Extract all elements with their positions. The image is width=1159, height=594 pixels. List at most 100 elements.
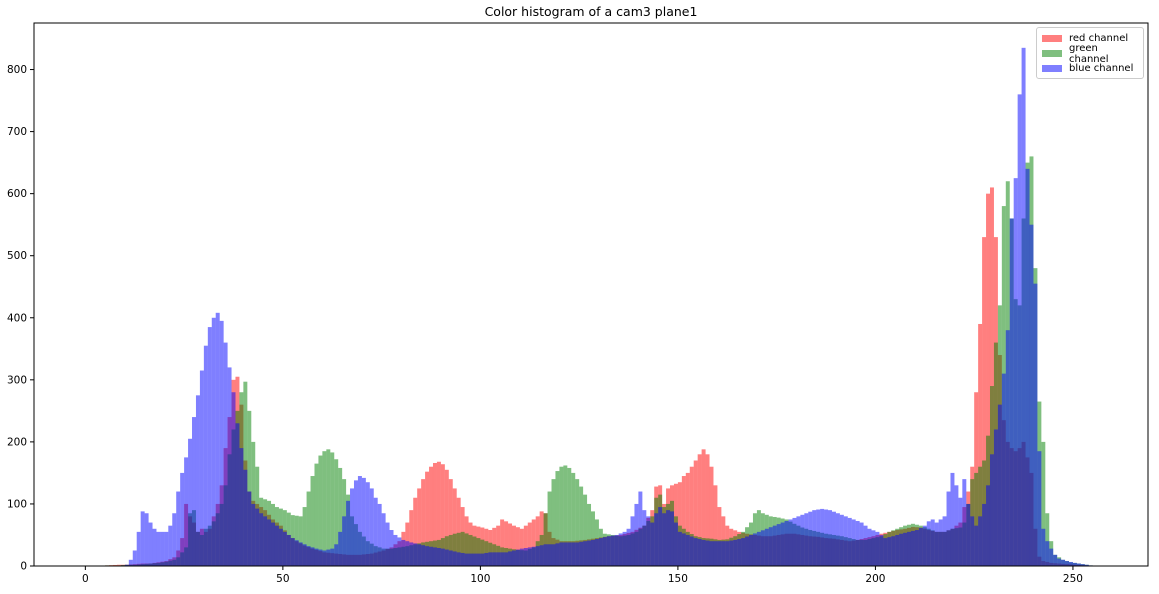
histogram-bar bbox=[990, 454, 994, 566]
histogram-bar bbox=[555, 543, 559, 566]
histogram-bar bbox=[781, 523, 785, 566]
histogram-bar bbox=[903, 533, 907, 566]
histogram-bar bbox=[330, 549, 334, 566]
histogram-bar bbox=[634, 504, 638, 566]
histogram-bar bbox=[871, 530, 875, 566]
histogram-bar bbox=[844, 516, 848, 566]
histogram-bar bbox=[615, 535, 619, 566]
y-tick-label: 400 bbox=[7, 312, 27, 324]
histogram-bar bbox=[247, 492, 251, 566]
histogram-bar bbox=[433, 547, 437, 566]
histogram-bar bbox=[567, 542, 571, 566]
histogram-bar bbox=[224, 343, 228, 566]
histogram-bar bbox=[800, 515, 804, 566]
histogram-bar bbox=[374, 498, 378, 566]
histogram-bar bbox=[907, 532, 911, 566]
histogram-bar bbox=[378, 504, 382, 566]
histogram-bar bbox=[710, 541, 714, 566]
histogram-bar bbox=[607, 536, 611, 566]
histogram-bar bbox=[824, 510, 828, 566]
histogram-bar bbox=[484, 553, 488, 566]
histogram-bar bbox=[524, 548, 528, 566]
histogram-bar bbox=[623, 532, 627, 566]
histogram-bar bbox=[1069, 562, 1073, 566]
histogram-bar bbox=[397, 537, 401, 566]
histogram-bar bbox=[437, 548, 441, 566]
histogram-bar bbox=[259, 513, 263, 566]
legend-label: green channel bbox=[1069, 43, 1138, 65]
histogram-bar bbox=[255, 509, 259, 566]
histogram-bar bbox=[536, 546, 540, 566]
histogram-bar bbox=[421, 545, 425, 566]
histogram-bar bbox=[737, 539, 741, 566]
histogram-bar bbox=[326, 449, 330, 566]
histogram-bar bbox=[1033, 284, 1037, 566]
histogram-bar bbox=[358, 476, 362, 566]
histogram-bar bbox=[469, 554, 473, 566]
histogram-bar bbox=[998, 405, 1002, 566]
histogram-bar bbox=[702, 540, 706, 566]
histogram-bar bbox=[401, 540, 405, 566]
histogram-bar bbox=[196, 395, 200, 566]
histogram-bar bbox=[875, 532, 879, 566]
histogram-bar bbox=[449, 550, 453, 566]
y-tick-label: 600 bbox=[7, 188, 27, 200]
histogram-bar bbox=[232, 392, 236, 566]
histogram-bar bbox=[619, 533, 623, 566]
histogram-bar bbox=[461, 553, 465, 566]
histogram-bar bbox=[303, 544, 307, 566]
histogram-bar bbox=[1049, 549, 1053, 566]
histogram-bar bbox=[441, 549, 445, 566]
histogram-bar bbox=[690, 537, 694, 566]
histogram-bar bbox=[741, 538, 745, 566]
histogram-bar bbox=[591, 540, 595, 566]
histogram-bar bbox=[662, 513, 666, 566]
histogram-bar bbox=[528, 547, 532, 566]
histogram-bar bbox=[840, 515, 844, 566]
histogram-bar bbox=[982, 504, 986, 566]
histogram-bar bbox=[492, 552, 496, 566]
histogram-bar bbox=[149, 523, 153, 566]
y-tick-label: 700 bbox=[7, 126, 27, 138]
histogram-bar bbox=[417, 544, 421, 566]
histogram-bar bbox=[749, 535, 753, 566]
histogram-bar bbox=[251, 504, 255, 566]
chart-title: Color histogram of a cam3 plane1 bbox=[0, 4, 1159, 19]
histogram-bar bbox=[366, 482, 370, 566]
histogram-bar bbox=[599, 538, 603, 566]
histogram-bar bbox=[852, 519, 856, 566]
histogram-bar bbox=[611, 536, 615, 566]
histogram-bar bbox=[184, 457, 188, 566]
histogram-bar bbox=[322, 451, 326, 566]
histogram-bar bbox=[796, 516, 800, 566]
histogram-bar bbox=[283, 532, 287, 566]
histogram-bar bbox=[812, 510, 816, 566]
histogram-bar bbox=[848, 518, 852, 566]
histogram-bar bbox=[654, 513, 658, 566]
histogram-bar bbox=[836, 513, 840, 566]
histogram-bar bbox=[314, 549, 318, 566]
histogram-bar bbox=[405, 541, 409, 566]
histogram-bar bbox=[753, 533, 757, 566]
histogram-bar bbox=[532, 547, 536, 566]
histogram-bar bbox=[512, 550, 516, 566]
histogram-bar bbox=[172, 513, 176, 566]
histogram-bar bbox=[220, 321, 224, 566]
y-tick-label: 100 bbox=[7, 498, 27, 510]
histogram-bar bbox=[548, 544, 552, 566]
histogram-bar bbox=[235, 423, 239, 566]
histogram-bar bbox=[287, 535, 291, 566]
histogram-bar bbox=[390, 530, 394, 566]
histogram-bar bbox=[887, 537, 891, 566]
histogram-bar bbox=[496, 552, 500, 566]
histogram-bar bbox=[192, 417, 196, 566]
histogram-bar bbox=[785, 521, 789, 566]
x-tick-label: 250 bbox=[1063, 573, 1083, 585]
histogram-bar bbox=[595, 539, 599, 566]
histogram-bar bbox=[267, 519, 271, 566]
histogram-bar bbox=[500, 552, 504, 566]
histogram-bar bbox=[488, 552, 492, 566]
histogram-bar bbox=[180, 473, 184, 566]
histogram-bar bbox=[919, 528, 923, 566]
